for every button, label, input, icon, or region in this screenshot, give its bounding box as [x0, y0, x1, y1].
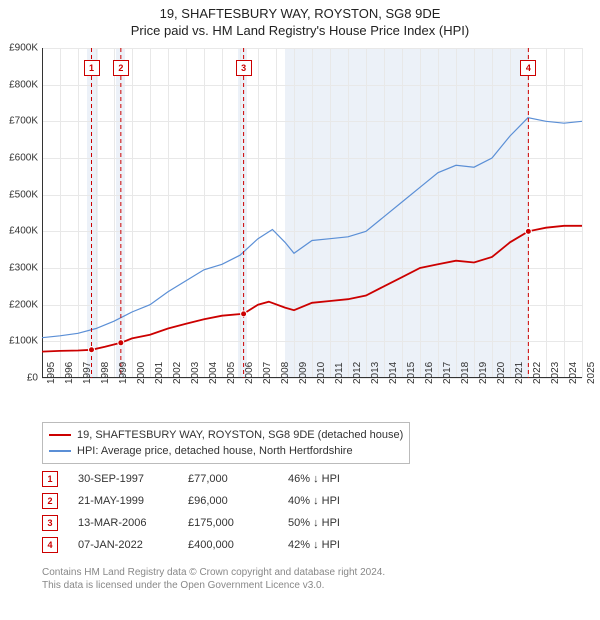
- transaction-date: 30-SEP-1997: [78, 473, 188, 485]
- transaction-row: 2 21-MAY-1999£96,00040% ↓ HPI: [42, 490, 388, 512]
- legend-swatch: [49, 434, 71, 436]
- transaction-pct: 42% ↓ HPI: [288, 539, 388, 551]
- transaction-row: 1 30-SEP-1997£77,00046% ↓ HPI: [42, 468, 388, 490]
- transaction-price: £77,000: [188, 473, 288, 485]
- footer-line-1: Contains HM Land Registry data © Crown c…: [42, 566, 385, 579]
- series-property: [42, 226, 582, 352]
- transaction-pct: 50% ↓ HPI: [288, 517, 388, 529]
- legend-label: HPI: Average price, detached house, Nort…: [77, 445, 353, 457]
- transactions-table: 1 30-SEP-1997£77,00046% ↓ HPI 2 21-MAY-1999…: [42, 468, 388, 556]
- marker-box: 3: [236, 60, 252, 76]
- x-tick-label: 2016: [424, 362, 435, 384]
- title-block: 19, SHAFTESBURY WAY, ROYSTON, SG8 9DE Pr…: [0, 0, 600, 38]
- transaction-marker-box: 2: [42, 493, 58, 509]
- x-tick-label: 2010: [316, 362, 327, 384]
- x-tick-label: 2019: [478, 362, 489, 384]
- y-tick-label: £800K: [4, 79, 38, 90]
- transaction-row: 3 13-MAR-2006£175,00050% ↓ HPI: [42, 512, 388, 534]
- x-tick-label: 2009: [298, 362, 309, 384]
- transaction-date: 13-MAR-2006: [78, 517, 188, 529]
- transaction-marker-box: 3: [42, 515, 58, 531]
- footer-line-2: This data is licensed under the Open Gov…: [42, 579, 385, 592]
- y-tick-label: £300K: [4, 263, 38, 274]
- x-tick-label: 2023: [550, 362, 561, 384]
- marker-dot: [118, 340, 124, 346]
- x-tick-label: 2006: [244, 362, 255, 384]
- x-tick-label: 1995: [46, 362, 57, 384]
- transaction-pct: 46% ↓ HPI: [288, 473, 388, 485]
- transaction-date: 07-JAN-2022: [78, 539, 188, 551]
- y-tick-label: £900K: [4, 43, 38, 54]
- marker-box: 1: [84, 60, 100, 76]
- marker-box: 4: [520, 60, 536, 76]
- y-tick-label: £500K: [4, 189, 38, 200]
- x-tick-label: 2000: [136, 362, 147, 384]
- x-tick-label: 1997: [82, 362, 93, 384]
- y-tick-label: £400K: [4, 226, 38, 237]
- x-tick-label: 2011: [334, 362, 345, 384]
- x-tick-label: 2017: [442, 362, 453, 384]
- transaction-date: 21-MAY-1999: [78, 495, 188, 507]
- y-tick-label: £200K: [4, 299, 38, 310]
- x-tick-label: 2015: [406, 362, 417, 384]
- transaction-pct: 40% ↓ HPI: [288, 495, 388, 507]
- x-tick-label: 2007: [262, 362, 273, 384]
- transaction-marker-box: 1: [42, 471, 58, 487]
- y-tick-label: £100K: [4, 336, 38, 347]
- x-tick-label: 2021: [514, 362, 525, 384]
- x-tick-label: 2018: [460, 362, 471, 384]
- legend-swatch: [49, 450, 71, 452]
- x-tick-label: 2012: [352, 362, 363, 384]
- marker-box: 2: [113, 60, 129, 76]
- x-tick-label: 1996: [64, 362, 75, 384]
- transaction-price: £400,000: [188, 539, 288, 551]
- x-tick-label: 2003: [190, 362, 201, 384]
- x-tick-label: 2001: [154, 362, 165, 384]
- chart-area: [42, 48, 582, 378]
- y-tick-label: £0: [4, 373, 38, 384]
- x-tick-label: 2013: [370, 362, 381, 384]
- x-tick-label: 2024: [568, 362, 579, 384]
- x-tick-label: 1998: [100, 362, 111, 384]
- x-tick-label: 2005: [226, 362, 237, 384]
- x-tick-label: 2004: [208, 362, 219, 384]
- chart-title: 19, SHAFTESBURY WAY, ROYSTON, SG8 9DE: [0, 6, 600, 21]
- y-tick-label: £700K: [4, 116, 38, 127]
- legend: 19, SHAFTESBURY WAY, ROYSTON, SG8 9DE (d…: [42, 422, 410, 464]
- transaction-row: 4 07-JAN-2022£400,00042% ↓ HPI: [42, 534, 388, 556]
- y-tick-label: £600K: [4, 153, 38, 164]
- marker-dot: [525, 228, 531, 234]
- page-root: 19, SHAFTESBURY WAY, ROYSTON, SG8 9DE Pr…: [0, 0, 600, 620]
- marker-dot: [89, 347, 95, 353]
- transaction-price: £175,000: [188, 517, 288, 529]
- x-tick-label: 2002: [172, 362, 183, 384]
- x-tick-label: 2025: [586, 362, 597, 384]
- chart-subtitle: Price paid vs. HM Land Registry's House …: [0, 23, 600, 38]
- x-tick-label: 2020: [496, 362, 507, 384]
- x-tick-label: 2022: [532, 362, 543, 384]
- grid-line-v: [582, 48, 583, 378]
- series-hpi: [42, 118, 582, 338]
- footer: Contains HM Land Registry data © Crown c…: [42, 566, 385, 592]
- legend-item: HPI: Average price, detached house, Nort…: [49, 443, 403, 459]
- x-tick-label: 1999: [118, 362, 129, 384]
- x-tick-label: 2014: [388, 362, 399, 384]
- marker-dot: [241, 311, 247, 317]
- chart-svg: [42, 48, 582, 378]
- legend-item: 19, SHAFTESBURY WAY, ROYSTON, SG8 9DE (d…: [49, 427, 403, 443]
- transaction-price: £96,000: [188, 495, 288, 507]
- legend-label: 19, SHAFTESBURY WAY, ROYSTON, SG8 9DE (d…: [77, 429, 403, 441]
- transaction-marker-box: 4: [42, 537, 58, 553]
- x-tick-label: 2008: [280, 362, 291, 384]
